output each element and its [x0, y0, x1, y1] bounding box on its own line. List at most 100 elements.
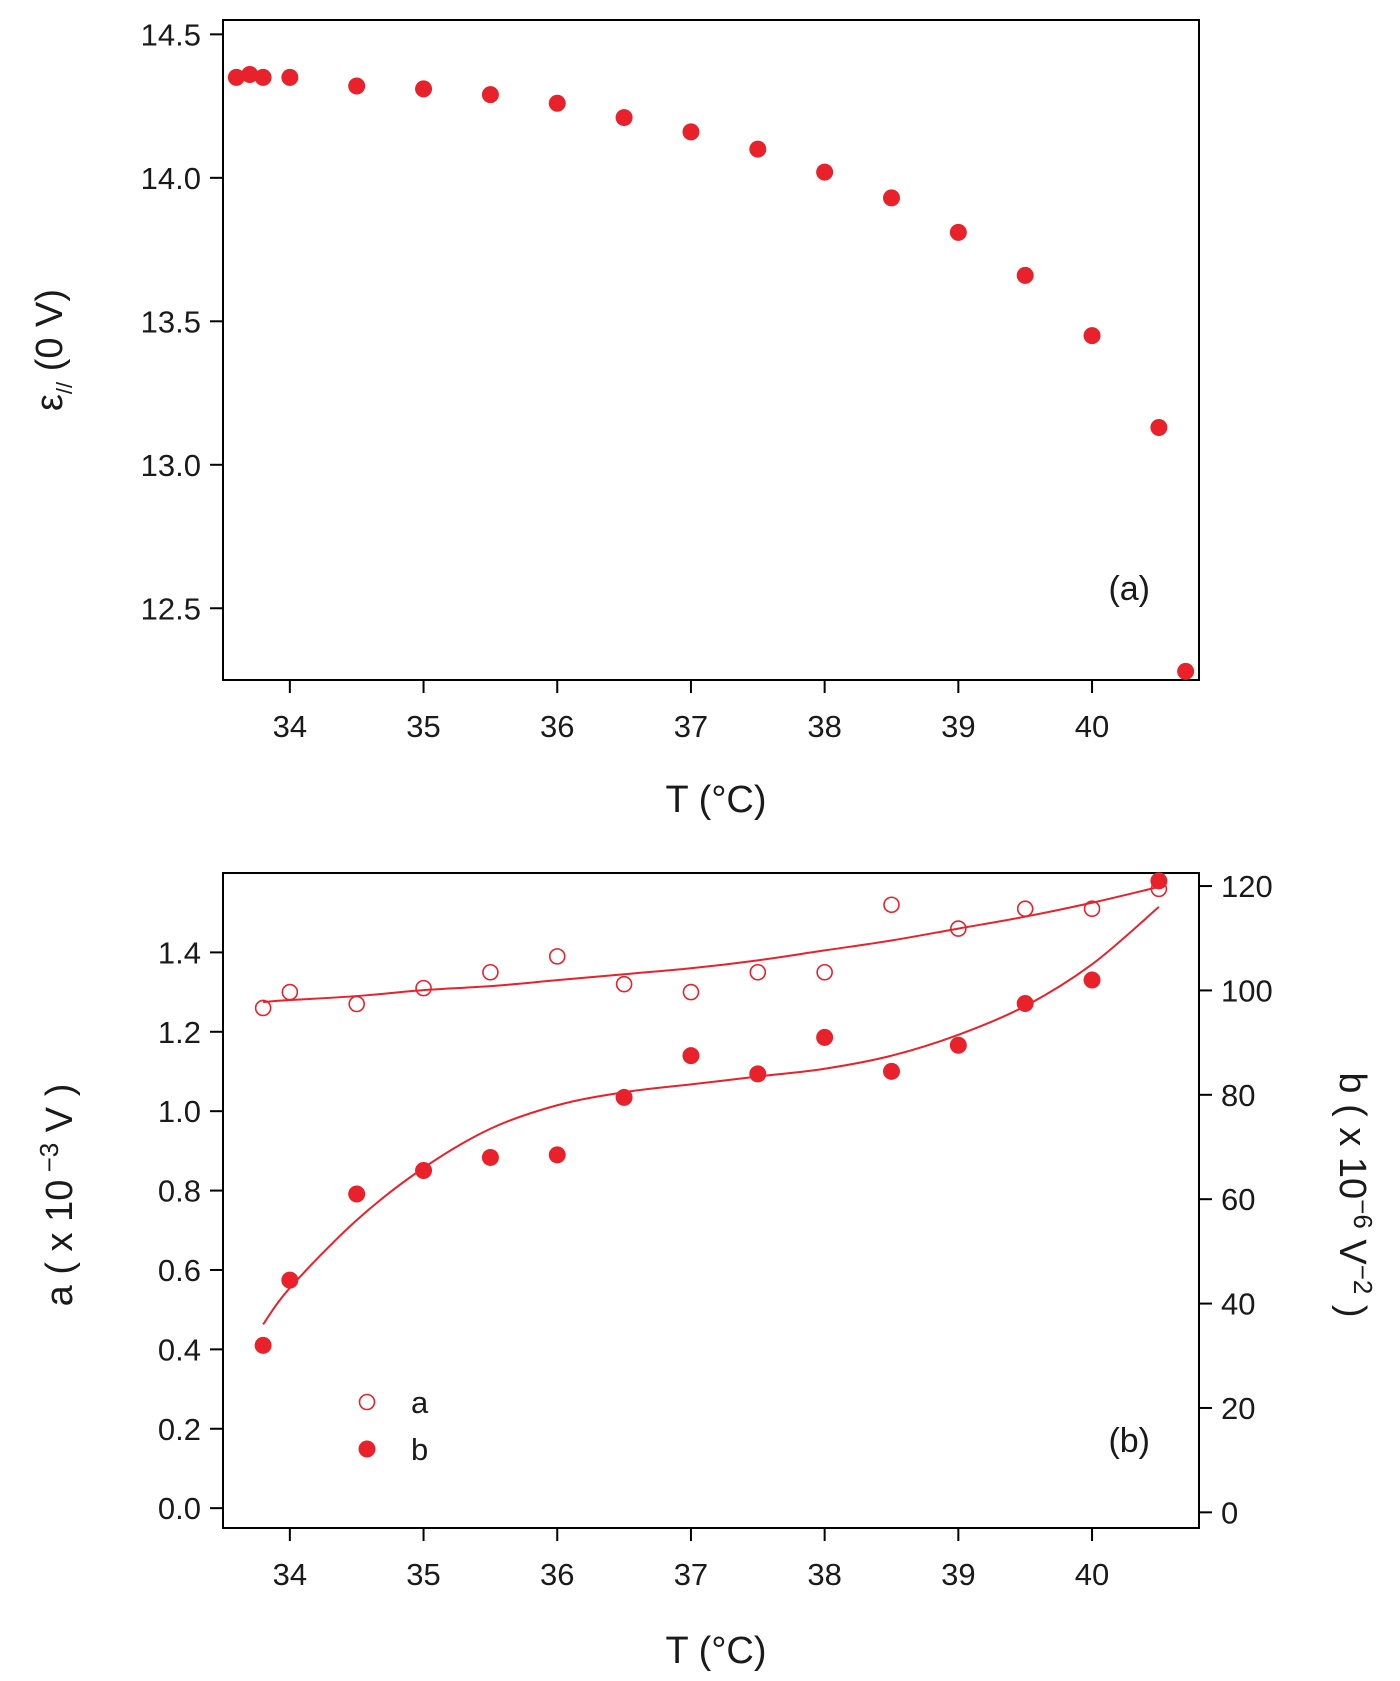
data-point-a	[415, 80, 433, 98]
right-y-axis-ticks-b: 0 20 40 60 80 100 120	[1199, 869, 1273, 1530]
right-y-tick-label-b: 100	[1221, 973, 1273, 1008]
y-axis-label-a: ε// (0 V)	[29, 289, 77, 411]
x-tick-label-b: 37	[674, 1557, 708, 1592]
chart-panel-a: 34 35 36 37 38 39 40 12.5 13.0 13.5 14.0 14.5 T (°…	[29, 17, 1200, 821]
y-tick-label-a: 13.0	[141, 448, 201, 483]
data-point-a	[281, 68, 299, 86]
data-point-b	[882, 1062, 900, 1080]
data-point-b	[481, 1148, 499, 1166]
left-y-tick-label-b: 1.0	[158, 1094, 201, 1129]
y-axis-ticks-a: 12.5 13.0 13.5 14.0 14.5	[141, 17, 223, 626]
x-axis-ticks-b: 34 35 36 37 38 39 40	[273, 1528, 1109, 1592]
left-y-tick-label-b: 0.8	[158, 1174, 201, 1209]
left-y-axis-label-b-rest: V )	[39, 1084, 81, 1143]
data-point-a	[241, 66, 259, 84]
left-y-axis-label-b-exponent: −3	[34, 1143, 64, 1180]
data-point-a	[749, 140, 767, 158]
data-point-a	[816, 163, 834, 181]
legend-marker-b	[358, 1440, 376, 1458]
data-point-a	[348, 77, 366, 95]
x-tick-label-a: 35	[406, 709, 440, 744]
panel-label-a: (a)	[1108, 570, 1150, 608]
data-point-b	[1150, 872, 1168, 890]
left-y-tick-label-b: 1.2	[158, 1015, 201, 1050]
x-tick-label-b: 35	[406, 1557, 440, 1592]
data-point-b	[1016, 994, 1034, 1012]
data-point-a	[950, 920, 967, 937]
right-y-axis-label-b-exponent2: −2	[1348, 1265, 1378, 1295]
data-point-a	[615, 975, 633, 993]
y-tick-label-a: 12.5	[141, 591, 201, 626]
data-point-a	[1083, 900, 1101, 918]
data-points-a	[227, 66, 1195, 680]
data-point-a	[548, 94, 566, 112]
data-point-a	[254, 68, 272, 86]
plot-frame-a	[222, 19, 1200, 681]
fit-curves-b	[262, 885, 1160, 1326]
data-point-a	[1016, 900, 1034, 918]
y-axis-label-a-symbol: ε	[29, 394, 71, 411]
x-tick-label-a: 38	[807, 709, 841, 744]
right-y-tick-label-b: 40	[1221, 1287, 1255, 1322]
x-tick-label-a: 37	[674, 709, 708, 744]
left-y-tick-label-b: 0.2	[158, 1412, 201, 1447]
data-point-a	[949, 223, 967, 241]
data-point-a	[227, 68, 245, 86]
data-point-b	[615, 1088, 633, 1106]
left-y-axis-label-b: a ( x 10 −3 V )	[34, 1084, 81, 1307]
left-y-axis-ticks-b: 0.0 0.2 0.4 0.6 0.8 1.0 1.2 1.4	[158, 935, 223, 1526]
data-point-a	[254, 999, 272, 1017]
data-point-b	[682, 1047, 700, 1065]
x-tick-label-a: 40	[1075, 709, 1109, 744]
data-point-a	[415, 979, 432, 997]
data-point-a	[1177, 662, 1195, 680]
x-axis-ticks-a: 34 35 36 37 38 39 40	[273, 680, 1109, 744]
data-point-b	[281, 1271, 299, 1289]
right-y-axis-label-b-rest: )	[1331, 1294, 1373, 1317]
legend-label-b: b	[411, 1432, 428, 1467]
left-y-tick-label-b: 0.0	[158, 1491, 201, 1526]
fit-curve-a	[263, 885, 1160, 1004]
x-axis-label-b: T (°C)	[665, 1630, 766, 1672]
y-tick-label-a: 14.0	[141, 161, 201, 196]
y-tick-label-a: 14.5	[141, 17, 201, 52]
data-point-a	[1083, 327, 1101, 345]
y-axis-label-a-rest: (0 V)	[29, 289, 71, 382]
data-point-a	[481, 86, 499, 104]
data-point-a	[1150, 418, 1168, 436]
right-y-tick-label-b: 120	[1221, 869, 1273, 904]
x-tick-label-b: 36	[540, 1557, 574, 1592]
data-point-a	[882, 189, 900, 207]
right-y-tick-label-b: 0	[1221, 1495, 1238, 1530]
data-point-a	[615, 109, 633, 127]
x-tick-label-b: 34	[273, 1557, 307, 1592]
panel-label-b: (b)	[1108, 1422, 1150, 1460]
right-y-tick-label-b: 80	[1221, 1078, 1255, 1113]
data-point-b	[749, 1065, 767, 1083]
x-tick-label-b: 40	[1075, 1557, 1109, 1592]
right-y-tick-label-b: 20	[1221, 1391, 1255, 1426]
left-y-tick-label-b: 0.4	[158, 1332, 201, 1367]
y-axis-label-a-subscript: //	[52, 381, 77, 394]
legend-label-a: a	[411, 1385, 429, 1420]
data-point-a	[682, 983, 700, 1001]
data-point-a	[548, 948, 566, 965]
data-point-b	[348, 1185, 366, 1203]
data-point-a	[348, 995, 365, 1013]
data-point-b	[816, 1028, 834, 1046]
data-point-a	[816, 963, 833, 981]
right-y-axis-label-b-exponent: −6	[1348, 1199, 1378, 1229]
legend-b: a b	[358, 1385, 429, 1467]
legend-marker-a	[358, 1393, 376, 1411]
data-point-a	[682, 123, 700, 141]
fit-curve-b	[262, 906, 1160, 1326]
x-tick-label-a: 36	[540, 709, 574, 744]
x-tick-label-b: 39	[941, 1557, 975, 1592]
x-tick-label-b: 38	[807, 1557, 841, 1592]
left-y-tick-label-b: 0.6	[158, 1253, 201, 1288]
data-point-a	[883, 896, 900, 914]
data-point-a	[749, 963, 767, 981]
chart-panel-b: 34 35 36 37 38 39 40 0.00.20.40.60.81.01.21.4 …	[34, 869, 1378, 1672]
right-y-axis-label-b-unit: V	[1331, 1229, 1373, 1266]
data-points-b	[254, 872, 1168, 1354]
